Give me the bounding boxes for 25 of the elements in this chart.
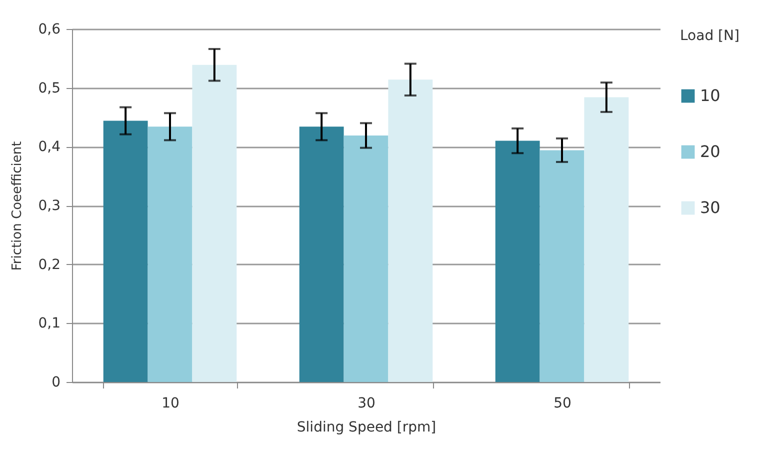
bar bbox=[192, 64, 237, 382]
y-tick-label: 0 bbox=[52, 374, 60, 390]
bar bbox=[148, 126, 192, 382]
bar bbox=[584, 97, 629, 382]
legend-label: 10 bbox=[700, 86, 720, 105]
legend-title: Load [N] bbox=[680, 28, 740, 44]
y-axis-title: Friction Coeefficient bbox=[10, 141, 26, 271]
x-tick-label: 50 bbox=[554, 396, 572, 412]
y-tick-label: 0,1 bbox=[38, 316, 60, 332]
bar bbox=[344, 135, 388, 382]
y-tick-label: 0,2 bbox=[38, 256, 60, 273]
bar bbox=[299, 126, 344, 382]
y-tick-label: 0,4 bbox=[38, 139, 61, 156]
bar bbox=[103, 120, 148, 382]
x-tick-label: 30 bbox=[358, 396, 376, 412]
bar bbox=[540, 150, 584, 382]
x-axis-title: Sliding Speed [rpm] bbox=[296, 420, 436, 436]
legend-label: 30 bbox=[700, 198, 720, 217]
x-tick-label: 10 bbox=[162, 396, 180, 412]
y-tick-label: 0,5 bbox=[38, 80, 60, 96]
bar bbox=[388, 80, 433, 382]
y-tick-label: 0,3 bbox=[38, 198, 60, 214]
legend-label: 20 bbox=[700, 142, 720, 161]
y-tick-label: 0,6 bbox=[38, 22, 61, 38]
bar bbox=[495, 140, 540, 382]
